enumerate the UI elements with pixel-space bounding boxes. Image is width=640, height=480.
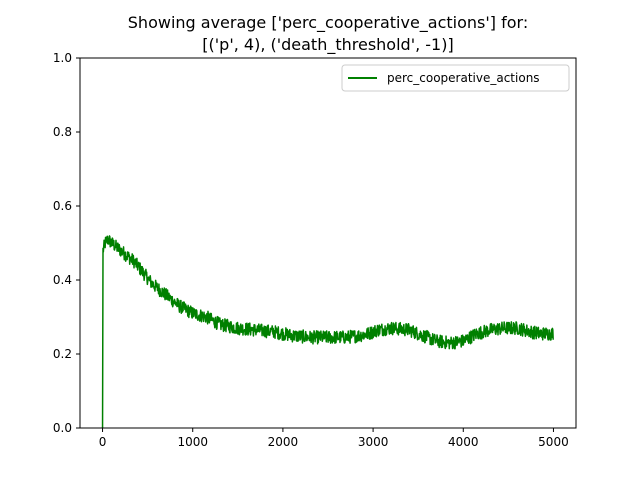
- y-tick-label: 0.8: [53, 125, 72, 139]
- y-tick-label: 1.0: [53, 51, 72, 65]
- x-tick-label: 3000: [358, 435, 389, 449]
- y-tick-label: 0.0: [53, 421, 72, 435]
- legend: perc_cooperative_actions: [341, 64, 570, 92]
- x-tick-label: 2000: [268, 435, 299, 449]
- x-tick-label: 5000: [538, 435, 569, 449]
- x-tick-label: 0: [99, 435, 107, 449]
- plot-area-frame: [79, 57, 577, 429]
- x-axis: 0 1000 2000 3000 4000 5000: [99, 428, 569, 449]
- legend-label: perc_cooperative_actions: [387, 71, 540, 85]
- y-tick-label: 0.2: [53, 347, 72, 361]
- y-tick-label: 0.6: [53, 199, 72, 213]
- legend-box: [341, 64, 570, 92]
- x-tick-label: 1000: [177, 435, 208, 449]
- y-axis: 0.0 0.2 0.4 0.6 0.8 1.0: [53, 51, 80, 435]
- chart-title-line1: Showing average ['perc_cooperative_actio…: [128, 13, 528, 33]
- x-tick-label: 4000: [448, 435, 479, 449]
- series-line-perc-cooperative-actions: [101, 235, 554, 428]
- series-layer: [101, 235, 554, 428]
- y-tick-label: 0.4: [53, 273, 72, 287]
- chart-title-line2: [('p', 4), ('death_threshold', -1)]: [202, 35, 453, 55]
